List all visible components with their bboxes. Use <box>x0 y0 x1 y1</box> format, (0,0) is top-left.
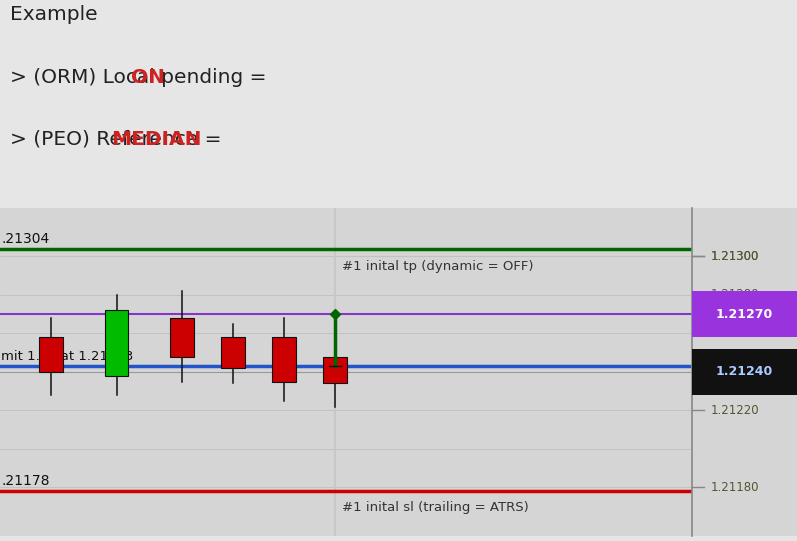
Bar <box>105 311 128 376</box>
Text: 1.21220: 1.21220 <box>711 404 760 417</box>
Text: #1 inital sl (trailing = ATRS): #1 inital sl (trailing = ATRS) <box>342 501 529 514</box>
Text: .21178: .21178 <box>2 474 50 489</box>
Text: Example: Example <box>10 5 97 24</box>
Text: .21304: .21304 <box>2 232 49 246</box>
Text: 1.21280: 1.21280 <box>711 288 760 301</box>
Text: mit 1.00 at 1.21243: mit 1.00 at 1.21243 <box>2 350 134 363</box>
Bar <box>273 337 296 381</box>
Text: 1.21300: 1.21300 <box>711 250 759 263</box>
Text: MEDIAN: MEDIAN <box>111 130 202 149</box>
Text: 1.21240: 1.21240 <box>716 365 773 379</box>
Text: 1.21260: 1.21260 <box>711 327 760 340</box>
Text: > (ORM) Local pending =: > (ORM) Local pending = <box>10 68 273 87</box>
Text: 1.21270: 1.21270 <box>716 308 773 321</box>
Text: > (PEO) Reference =: > (PEO) Reference = <box>10 130 227 149</box>
Bar <box>222 337 245 368</box>
Bar <box>692 291 797 337</box>
Text: 1.21300: 1.21300 <box>711 250 759 263</box>
Text: 1.21180: 1.21180 <box>711 481 760 494</box>
Text: ON: ON <box>131 68 165 87</box>
Bar <box>692 349 797 395</box>
Text: #1 inital tp (dynamic = OFF): #1 inital tp (dynamic = OFF) <box>342 260 534 273</box>
Bar <box>39 337 63 372</box>
Bar <box>324 357 347 384</box>
Bar <box>171 318 194 357</box>
